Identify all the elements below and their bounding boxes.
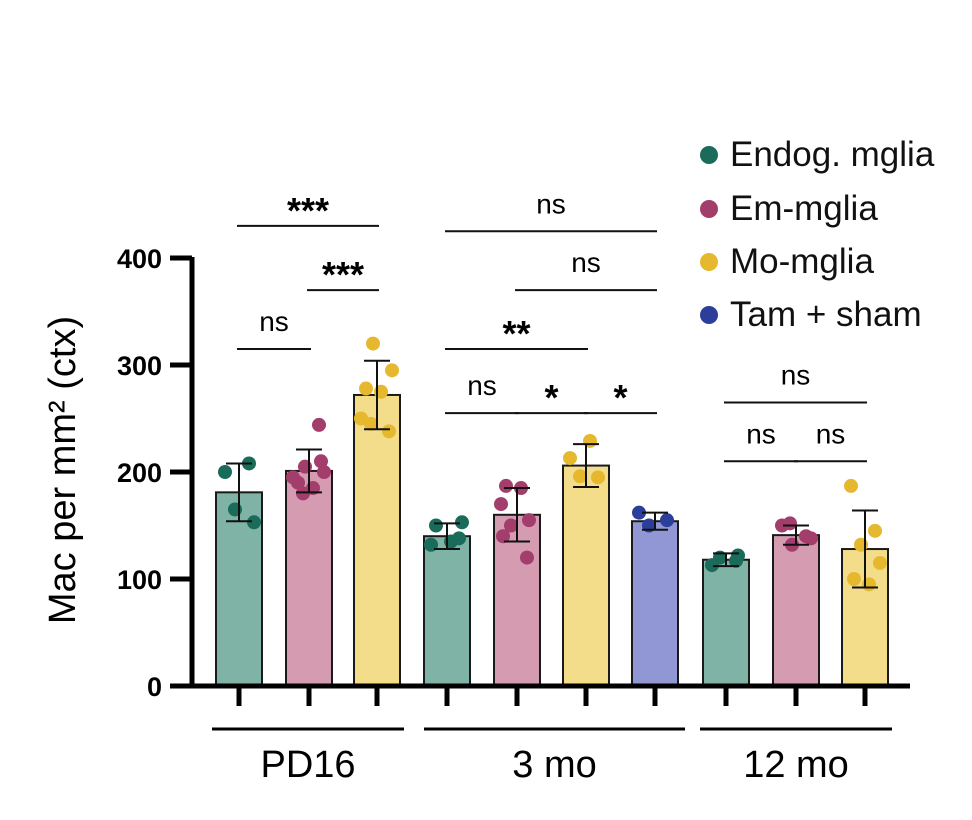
y-tick-label: 200 xyxy=(117,458,162,488)
data-point xyxy=(563,451,577,466)
y-ticks: 0 100 200 300 400 xyxy=(117,244,192,702)
data-point xyxy=(775,518,789,533)
data-point xyxy=(873,555,887,570)
significance-label: ns xyxy=(571,247,601,278)
significance-label: *** xyxy=(322,254,364,295)
group-label: 12 mo xyxy=(743,744,849,786)
significance-label: ns xyxy=(816,418,846,449)
bar-g2-s1 xyxy=(772,534,820,687)
data-point xyxy=(729,553,743,568)
data-point xyxy=(844,478,858,493)
data-point xyxy=(520,550,534,565)
y-tick-label: 0 xyxy=(147,672,162,702)
bar-g0-s1 xyxy=(285,469,333,687)
data-point xyxy=(385,363,399,378)
data-point xyxy=(522,513,536,528)
data-point xyxy=(317,465,331,479)
legend-item-endog-mglia: Endog. mglia xyxy=(700,135,935,174)
x-ticks xyxy=(236,686,868,706)
data-point xyxy=(366,336,380,351)
data-point xyxy=(868,523,882,538)
legend-swatch-endog-mglia xyxy=(700,146,718,164)
significance-label: ** xyxy=(502,313,530,354)
significance-label: ns xyxy=(746,418,776,449)
data-point xyxy=(660,513,674,528)
data-point xyxy=(382,424,396,439)
legend: Endog. mglia Em-mglia Mo-mglia Tam + sha… xyxy=(700,135,935,334)
significance-label: ns xyxy=(536,188,566,219)
data-point xyxy=(296,486,310,501)
group-labels: PD16 3 mo 12 mo xyxy=(212,727,892,786)
data-point xyxy=(455,515,469,530)
significance-label: ns xyxy=(259,306,289,337)
data-point xyxy=(632,505,646,520)
data-point xyxy=(314,454,328,469)
y-axis-title: Mac per mm² (ctx) xyxy=(42,316,84,624)
significance-label: *** xyxy=(287,190,329,231)
legend-item-tam-sham: Tam + sham xyxy=(700,295,922,334)
group-label: 3 mo xyxy=(512,744,596,786)
group-label: PD16 xyxy=(260,744,355,786)
data-point xyxy=(359,381,373,396)
bar-g1-s2 xyxy=(562,464,610,687)
significance-label: ns xyxy=(781,359,811,390)
bar-g1-s3 xyxy=(631,520,679,687)
data-point xyxy=(312,417,326,432)
data-point xyxy=(804,531,818,546)
data-point xyxy=(218,465,232,479)
legend-label-tam-sham: Tam + sham xyxy=(730,295,922,334)
data-point xyxy=(504,518,518,533)
legend-label-endog-mglia: Endog. mglia xyxy=(730,135,935,174)
significance-label: * xyxy=(613,377,627,418)
data-point xyxy=(847,572,861,586)
data-point xyxy=(429,518,443,533)
data-point xyxy=(494,497,508,512)
data-point xyxy=(496,529,510,544)
bar-g2-s0 xyxy=(702,558,750,687)
error-bars-layer xyxy=(226,359,878,589)
y-tick-label: 100 xyxy=(117,565,162,595)
bar-g1-s0 xyxy=(423,535,471,688)
data-point xyxy=(452,531,466,546)
legend-swatch-mo-mglia xyxy=(700,253,718,271)
legend-swatch-em-mglia xyxy=(700,200,718,218)
y-tick-label: 400 xyxy=(117,244,162,274)
data-point xyxy=(591,470,605,485)
legend-label-em-mglia: Em-mglia xyxy=(730,189,878,228)
data-point xyxy=(247,515,261,530)
y-tick-label: 300 xyxy=(117,351,162,381)
legend-label-mo-mglia: Mo-mglia xyxy=(730,242,874,281)
data-point xyxy=(364,416,378,431)
data-point xyxy=(286,470,300,485)
data-point xyxy=(573,469,587,484)
bar-g0-s2 xyxy=(353,393,401,687)
data-point xyxy=(705,558,719,573)
significance-label: * xyxy=(544,377,558,418)
data-point xyxy=(499,478,513,493)
significance-label: ns xyxy=(467,370,497,401)
legend-swatch-tam-sham xyxy=(700,306,718,324)
legend-item-mo-mglia: Mo-mglia xyxy=(700,242,874,281)
legend-item-em-mglia: Em-mglia xyxy=(700,189,878,228)
